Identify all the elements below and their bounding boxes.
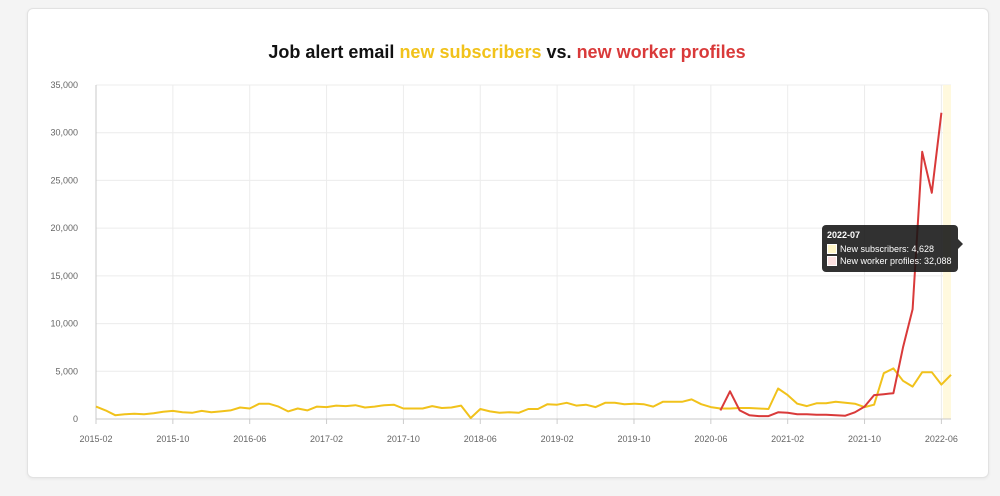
- tooltip-row-profiles: New worker profiles: 32,088: [827, 255, 952, 267]
- y-tick-label: 20,000: [50, 223, 78, 233]
- x-tick-label: 2022-06: [925, 434, 958, 444]
- title-vs: vs.: [546, 42, 572, 62]
- tooltip-swatch-profiles: [827, 256, 837, 266]
- tooltip-text-profiles: New worker profiles: 32,088: [840, 256, 952, 266]
- tooltip-month: 2022-07: [827, 230, 861, 240]
- y-tick-label: 5,000: [55, 366, 78, 376]
- y-tick-label: 15,000: [50, 271, 78, 281]
- y-tick-label: 25,000: [50, 175, 78, 185]
- title-prefix: Job alert email: [268, 42, 395, 62]
- y-tick-label: 0: [73, 414, 78, 424]
- x-tick-label: 2020-06: [694, 434, 727, 444]
- chart-title: Job alert email new subscribers vs. new …: [27, 42, 987, 63]
- series-line-new-worker-profiles[interactable]: [719, 112, 943, 418]
- tooltip-arrow: [957, 239, 963, 249]
- x-tick-label: 2021-10: [848, 434, 881, 444]
- x-tick-label: 2021-02: [771, 434, 804, 444]
- tooltip-text-subscribers: New subscribers: 4,628: [840, 244, 935, 254]
- series-line-new-subscribers[interactable]: [95, 367, 952, 419]
- x-tick-label: 2019-02: [541, 434, 574, 444]
- x-tick-label: 2019-10: [617, 434, 650, 444]
- axis-layer: 0 5,000 10,000 15,000 20,000 25,000 30,000 35,0…: [50, 80, 957, 444]
- x-tick-label: 2018-06: [464, 434, 497, 444]
- x-tick-label: 2017-10: [387, 434, 420, 444]
- y-tick-label: 10,000: [50, 319, 78, 329]
- title-series-subscribers: new subscribers: [399, 42, 542, 62]
- tooltip-swatch-subscribers: [827, 244, 837, 254]
- x-tick-label: 2015-10: [156, 434, 189, 444]
- x-tick-label: 2015-02: [79, 434, 112, 444]
- chart-tooltip: 2022-07 New subscribers: 4,628 New worke…: [822, 225, 963, 272]
- title-series-profiles: new worker profiles: [576, 42, 746, 62]
- x-tick-label: 2017-02: [310, 434, 343, 444]
- tooltip-row-subscribers: New subscribers: 4,628: [827, 243, 952, 255]
- y-tick-label: 35,000: [50, 80, 78, 90]
- y-tick-label: 30,000: [50, 128, 78, 138]
- x-tick-label: 2016-06: [233, 434, 266, 444]
- series-layer: [95, 112, 952, 419]
